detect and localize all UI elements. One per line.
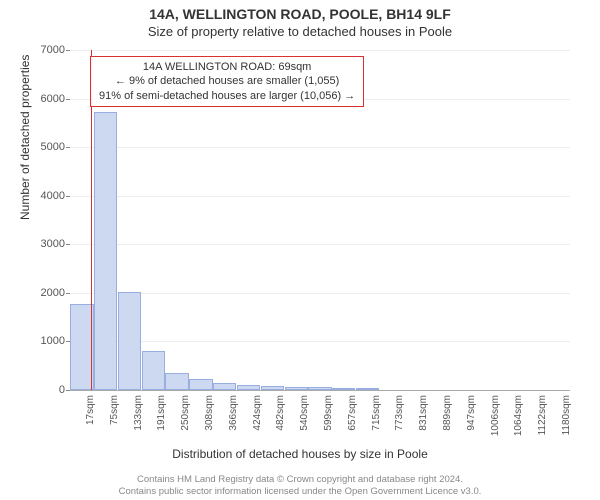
x-tick-label: 1006sqm [490,395,501,445]
histogram-bar [332,388,355,390]
histogram-bar [70,304,93,390]
grid-line [70,293,570,294]
y-tick-mark [66,147,70,148]
x-tick-label: 831sqm [418,395,429,445]
chart-title: 14A, WELLINGTON ROAD, POOLE, BH14 9LF [0,6,600,22]
x-tick-label: 424sqm [252,395,263,445]
footer-attribution: Contains HM Land Registry data © Crown c… [0,474,600,498]
x-tick-label: 482sqm [275,395,286,445]
histogram-bar [189,379,212,390]
y-tick-label: 6000 [30,93,65,105]
chart-subtitle: Size of property relative to detached ho… [0,24,600,39]
y-tick-label: 3000 [30,238,65,250]
x-tick-label: 191sqm [156,395,167,445]
footer-line-2: Contains public sector information licen… [0,486,600,498]
x-tick-label: 540sqm [299,395,310,445]
histogram-bar [94,112,117,390]
x-tick-label: 366sqm [228,395,239,445]
histogram-bar [142,351,165,390]
x-tick-label: 1064sqm [513,395,524,445]
y-tick-mark [66,293,70,294]
x-tick-label: 715sqm [371,395,382,445]
y-tick-mark [66,50,70,51]
info-line-2: ← 9% of detached houses are smaller (1,0… [99,74,355,88]
y-tick-label: 5000 [30,141,65,153]
y-tick-label: 2000 [30,287,65,299]
histogram-bar [285,387,308,390]
x-tick-label: 1180sqm [561,395,572,445]
histogram-bar [165,373,188,390]
histogram-bar [213,383,236,390]
histogram-bar [261,386,284,390]
y-tick-mark [66,244,70,245]
x-tick-label: 657sqm [347,395,358,445]
y-tick-label: 7000 [30,44,65,56]
x-tick-label: 17sqm [85,395,96,445]
x-tick-label: 308sqm [204,395,215,445]
y-tick-label: 1000 [30,335,65,347]
y-tick-label: 4000 [30,190,65,202]
x-tick-label: 75sqm [109,395,120,445]
plot-region: 0100020003000400050006000700017sqm75sqm1… [70,50,570,391]
info-line-3: 91% of semi-detached houses are larger (… [99,89,355,103]
grid-line [70,50,570,51]
x-tick-label: 250sqm [180,395,191,445]
x-tick-label: 773sqm [394,395,405,445]
grid-line [70,147,570,148]
grid-line [70,196,570,197]
y-tick-mark [66,390,70,391]
y-tick-label: 0 [30,384,65,396]
y-tick-mark [66,99,70,100]
footer-line-1: Contains HM Land Registry data © Crown c… [0,474,600,486]
histogram-bar [308,387,331,390]
x-tick-label: 599sqm [323,395,334,445]
x-axis-label: Distribution of detached houses by size … [0,447,600,461]
grid-line [70,341,570,342]
histogram-bar [356,388,379,390]
info-line-1: 14A WELLINGTON ROAD: 69sqm [99,60,355,74]
info-box: 14A WELLINGTON ROAD: 69sqm ← 9% of detac… [90,56,364,107]
x-tick-label: 1122sqm [537,395,548,445]
histogram-bar [118,292,141,390]
x-tick-label: 133sqm [133,395,144,445]
x-tick-label: 947sqm [466,395,477,445]
histogram-bar [237,385,260,390]
title-block: 14A, WELLINGTON ROAD, POOLE, BH14 9LF Si… [0,0,600,39]
x-tick-label: 889sqm [442,395,453,445]
y-tick-mark [66,196,70,197]
grid-line [70,244,570,245]
chart-area: 0100020003000400050006000700017sqm75sqm1… [70,50,570,420]
